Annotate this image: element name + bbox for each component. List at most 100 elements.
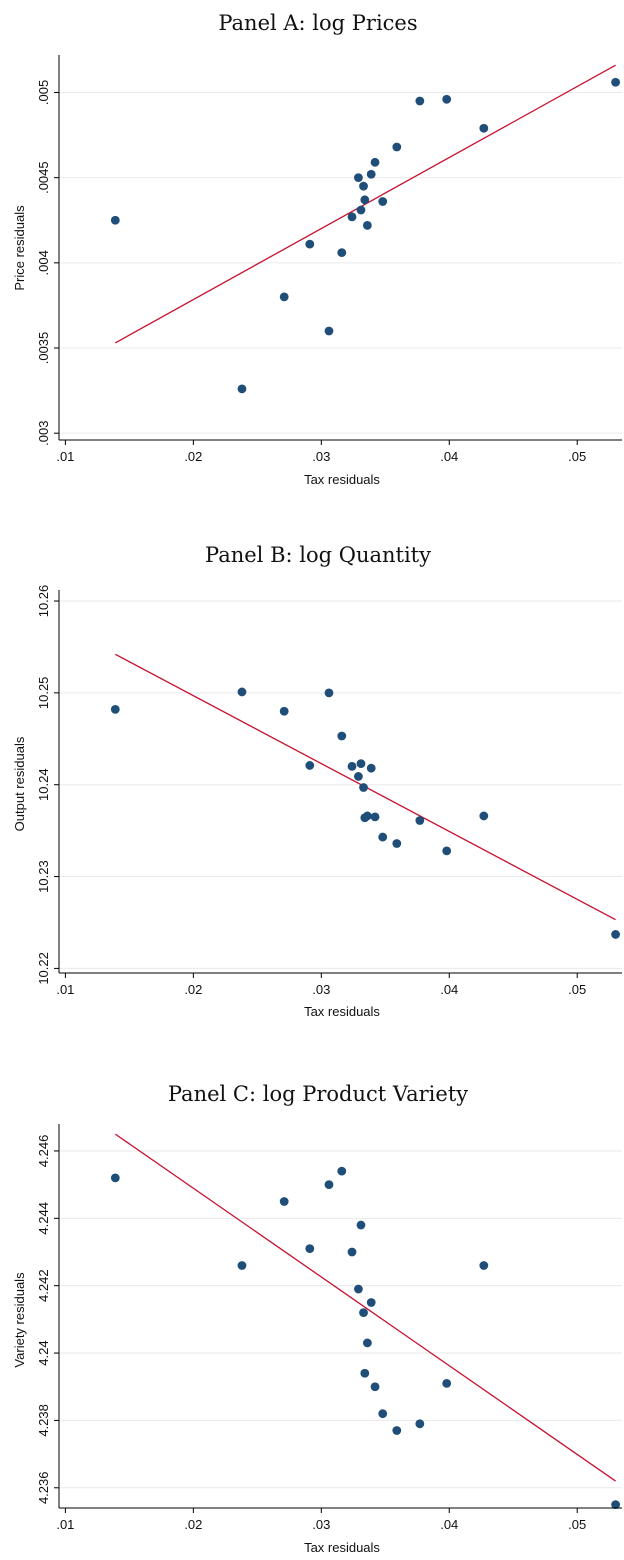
panel-b-x-tick-label-2: .03: [312, 982, 330, 997]
panel-b-points: [110, 687, 621, 939]
panel-c-point-15: [392, 1426, 402, 1435]
panel-c-y-tick-label-3: 4.242: [36, 1269, 51, 1302]
panel-a: Panel A: log Prices .003.0035.004.0045.0…: [12, 11, 622, 487]
panel-c-axes: 4.236 4.238 4.24 4.242 4.244 4.246 .01 .02 .03 .0…: [36, 1124, 622, 1532]
panel-c-point-13: [370, 1382, 380, 1392]
panel-a-x-tick-label-2: .03: [312, 449, 330, 464]
panel-c-point-16: [415, 1419, 425, 1429]
panel-c-y-axis-title: Variety residuals: [12, 1272, 27, 1368]
panel-a-point-2: [279, 292, 289, 302]
panel-c-point-19: [611, 1500, 621, 1510]
panel-c-point-11: [362, 1338, 372, 1348]
panel-c-y-tick-label-4: 4.244: [36, 1202, 51, 1235]
panel-b-y-tick-label-4: 10.26: [36, 585, 51, 618]
panel-a-point-5: [337, 248, 347, 258]
panel-b-gridlines: [59, 600, 622, 969]
panel-c-y-tick-label-5: 4.246: [36, 1135, 51, 1168]
panel-b-title: Panel B: log Quantity: [205, 543, 431, 567]
panel-a-x-tick-label-0: .01: [56, 449, 74, 464]
panel-c-point-5: [337, 1166, 347, 1176]
panel-b-point-7: [354, 772, 363, 781]
panel-c-y-tick-label-1: 4.238: [36, 1404, 51, 1437]
panel-c-point-8: [356, 1220, 366, 1230]
panel-b-point-11: [362, 811, 372, 821]
panel-a-point-18: [479, 123, 489, 133]
panel-c-point-10: [360, 1368, 370, 1378]
panel-a-gridlines: [59, 91, 622, 434]
panel-a-point-6: [347, 212, 357, 222]
panel-b-point-19: [611, 930, 621, 939]
panel-b-point-14: [378, 832, 388, 842]
panel-a-point-19: [611, 77, 621, 87]
panel-c-fit-line: [114, 1133, 616, 1482]
panel-b: Panel B: log Quantity 10.22 10.23 10.24 10.…: [12, 543, 622, 1019]
panel-a-y-axis-title: Price residuals: [12, 205, 27, 291]
panel-a-point-9: [359, 181, 368, 191]
panel-b-point-13: [370, 812, 380, 822]
panel-b-point-15: [392, 839, 402, 848]
panel-a-point-7: [354, 173, 363, 183]
panel-c-gridlines: [59, 1150, 622, 1489]
panel-b-x-tick-label-4: .05: [568, 982, 586, 997]
panel-a-point-11: [362, 220, 372, 230]
panel-b-point-0: [110, 705, 120, 714]
panel-b-y-tick-label-2: 10.24: [36, 768, 51, 801]
panel-c-point-17: [442, 1378, 452, 1388]
panel-b-point-16: [415, 816, 425, 825]
panel-a-title: Panel A: log Prices: [218, 11, 417, 35]
panel-c-point-7: [354, 1284, 363, 1294]
panel-b-point-6: [347, 761, 357, 771]
panel-c-point-0: [110, 1173, 120, 1183]
panel-c-point-12: [366, 1298, 376, 1307]
panel-c-point-3: [305, 1244, 315, 1254]
panel-a-y-tick-label-0: .003: [36, 421, 51, 446]
panel-b-point-2: [279, 706, 289, 716]
panel-a-x-tick-label-4: .05: [568, 449, 586, 464]
panel-c-point-6: [347, 1247, 357, 1257]
panel-b-point-8: [356, 759, 366, 768]
panel-a-y-tick-label-3: .0045: [36, 161, 51, 194]
panel-a-x-tick-label-1: .02: [184, 449, 202, 464]
panel-a-point-16: [415, 96, 425, 106]
panel-b-point-18: [479, 811, 489, 821]
panel-b-point-9: [359, 783, 368, 792]
panel-c-x-tick-label-2: .03: [312, 1517, 330, 1532]
panel-c-points: [110, 1166, 621, 1510]
panel-c-point-9: [359, 1308, 368, 1318]
panel-a-points: [110, 77, 621, 394]
panel-c-x-axis-title: Tax residuals: [304, 1540, 380, 1555]
panel-b-point-3: [305, 761, 315, 770]
panel-c-x-tick-label-1: .02: [184, 1517, 202, 1532]
panel-b-axes: 10.22 10.23 10.24 10.25 10.26 .01 .02 .03 .04 .05: [36, 585, 622, 997]
panel-a-y-tick-label-2: .004: [36, 250, 51, 275]
panel-c-x-tick-label-0: .01: [56, 1517, 74, 1532]
panel-b-y-tick-label-1: 10.23: [36, 860, 51, 893]
panel-a-point-12: [366, 169, 376, 179]
panel-b-x-axis-title: Tax residuals: [304, 1004, 380, 1019]
panel-b-y-tick-label-3: 10.25: [36, 677, 51, 710]
panel-b-y-tick-label-0: 10.22: [36, 952, 51, 985]
panel-c-y-tick-label-2: 4.24: [36, 1340, 51, 1365]
panel-c-point-1: [237, 1261, 247, 1270]
panel-a-point-0: [110, 215, 120, 225]
panel-a-point-17: [442, 94, 452, 104]
panel-c-x-tick-label-4: .05: [568, 1517, 586, 1532]
panel-a-y-tick-label-4: .005: [36, 80, 51, 105]
panel-c-point-14: [378, 1409, 388, 1419]
panel-a-point-4: [324, 326, 334, 336]
panel-c-point-18: [479, 1261, 489, 1270]
panel-b-point-5: [337, 731, 347, 741]
panel-b-x-tick-label-1: .02: [184, 982, 202, 997]
panel-c-fit: [114, 1133, 616, 1482]
panel-a-x-axis-title: Tax residuals: [304, 472, 380, 487]
panel-c-y-tick-label-0: 4.236: [36, 1472, 51, 1505]
panel-a-point-13: [370, 157, 380, 167]
panel-b-point-1: [237, 687, 247, 697]
panel-a-x-tick-label-3: .04: [440, 449, 458, 464]
panel-a-point-14: [378, 197, 388, 206]
panel-a-point-3: [305, 239, 315, 249]
panel-a-point-15: [392, 142, 402, 152]
panel-a-point-1: [237, 384, 247, 394]
panel-a-point-8: [356, 205, 366, 215]
